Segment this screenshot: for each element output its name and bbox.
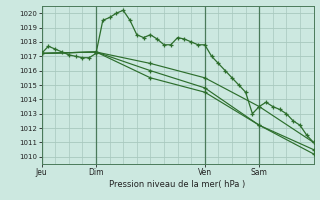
X-axis label: Pression niveau de la mer( hPa ): Pression niveau de la mer( hPa ) <box>109 180 246 189</box>
